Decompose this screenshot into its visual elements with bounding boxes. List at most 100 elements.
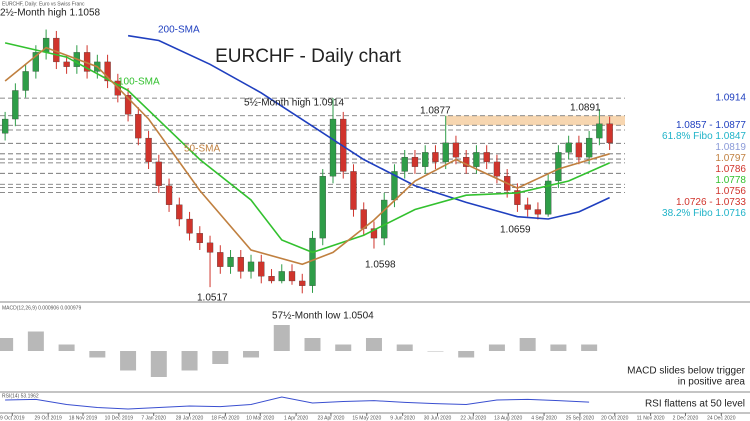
candle-body	[514, 190, 521, 205]
x-tick-label: 23 Apr 2020	[317, 415, 344, 421]
annotation: 1.0517	[197, 293, 228, 304]
macd-bar	[0, 338, 14, 351]
sma-line	[4, 46, 610, 266]
annotation: 1.0891	[570, 103, 601, 114]
macd-bar	[396, 344, 413, 351]
candle-body	[258, 261, 265, 277]
candle-body	[329, 118, 337, 177]
x-tick-label: 29 Oct 2019	[35, 415, 62, 421]
x-tick-label: 10 Mar 2020	[246, 415, 274, 421]
candle-body	[217, 252, 224, 267]
macd-header: MACD(12,26,9) 0.000906 0.000979	[2, 305, 81, 311]
macd-bar	[335, 344, 352, 351]
candle-body	[278, 271, 285, 282]
candle-body	[22, 71, 29, 91]
candle-body	[104, 61, 111, 82]
rsi-note: RSI flattens at 50 level	[645, 399, 745, 410]
candle-body	[124, 95, 132, 115]
macd-bar	[581, 344, 598, 351]
candle-body	[524, 204, 531, 210]
x-tick-label: 20 Oct 2020	[601, 415, 628, 421]
candle-body	[370, 228, 378, 239]
macd-note: MACD slides below trigger	[627, 366, 745, 377]
level-label-box	[628, 119, 748, 131]
chart-title: EURCHF - Daily chart	[215, 46, 402, 67]
candle-body	[596, 123, 603, 139]
candle-body	[463, 156, 470, 167]
candle-body	[473, 152, 480, 167]
candle-body	[381, 199, 388, 239]
macd-bar	[27, 331, 44, 351]
x-tick-label: 4 Sep 2020	[531, 415, 557, 421]
candle-body	[545, 180, 552, 215]
candle-body	[227, 256, 234, 267]
candle-body	[63, 61, 70, 67]
candle-body	[299, 280, 306, 286]
macd-bar	[120, 351, 137, 371]
level-label-box	[628, 174, 748, 186]
sma-line	[127, 34, 610, 220]
macd-bar	[458, 351, 475, 358]
annotation: 200-SMA	[158, 25, 200, 36]
level-label: 1.0857 - 1.0877	[676, 120, 746, 131]
annotation: 100-SMA	[118, 77, 160, 88]
level-label-box	[628, 163, 748, 175]
x-tick-label: 18 Nov 2019	[69, 415, 98, 421]
candle-body	[452, 142, 460, 158]
macd-bar	[150, 351, 167, 377]
level-label: 1.0819	[715, 142, 746, 153]
annotation: 5½-Month high 1.0914	[244, 98, 345, 109]
level-label-box	[628, 130, 748, 142]
x-tick-label: 24 Dec 2020	[707, 415, 736, 421]
macd-bar	[304, 338, 321, 351]
rsi-line	[5, 396, 590, 410]
annotation: 1.0877	[420, 106, 451, 117]
level-label: 61.8% Fibo 1.0847	[662, 131, 746, 142]
candle-body	[155, 161, 162, 186]
x-tick-label: 11 Nov 2020	[637, 415, 665, 421]
candle-body	[319, 176, 326, 239]
candle-body	[585, 137, 593, 158]
candle-body	[268, 276, 275, 282]
annotation: 2½-Month high 1.1058	[0, 8, 101, 19]
x-tick-label: 7 Jan 2020	[141, 415, 166, 421]
macd-bar	[427, 351, 444, 352]
macd-bar	[365, 338, 382, 351]
annotation: 1.0598	[365, 260, 396, 271]
x-tick-label: 10 Dec 2019	[105, 415, 134, 421]
x-tick-label: 2 Dec 2020	[673, 415, 699, 421]
x-tick-label: 22 Jul 2020	[460, 415, 486, 421]
macd-bar	[243, 351, 260, 358]
candle-body	[247, 261, 255, 272]
candle-body	[288, 271, 296, 282]
macd-bar	[488, 344, 505, 351]
candle-body	[432, 152, 439, 163]
x-tick-label: 9 Jun 2020	[390, 415, 415, 421]
x-tick-label: 25 Sep 2020	[566, 415, 595, 421]
candle-body	[411, 156, 419, 167]
annotation: 57½-Month low 1.0504	[272, 311, 374, 322]
candle-body	[176, 204, 183, 220]
level-label: 1.0778	[715, 175, 746, 186]
candle-body	[1, 118, 9, 134]
candle-body	[422, 152, 429, 167]
candle-body	[237, 256, 244, 272]
macd-bar	[212, 351, 229, 364]
x-tick-label: 28 Jan 2020	[176, 415, 204, 421]
macd-bar	[89, 351, 106, 358]
level-label-box	[628, 152, 748, 164]
macd-bar	[273, 325, 290, 351]
candle-body	[350, 171, 357, 210]
candle-body	[555, 152, 562, 182]
candle-body	[534, 209, 542, 215]
macd-note: in positive area	[678, 377, 746, 388]
macd-bar	[58, 344, 75, 351]
annotation: 1.0659	[500, 225, 531, 236]
x-tick-label: 18 Feb 2020	[211, 415, 239, 421]
level-label-box	[628, 196, 748, 208]
x-tick-label: 13 Aug 2020	[494, 415, 522, 421]
macd-bar	[519, 338, 536, 351]
macd-bar	[181, 351, 198, 371]
candle-body	[186, 218, 193, 234]
